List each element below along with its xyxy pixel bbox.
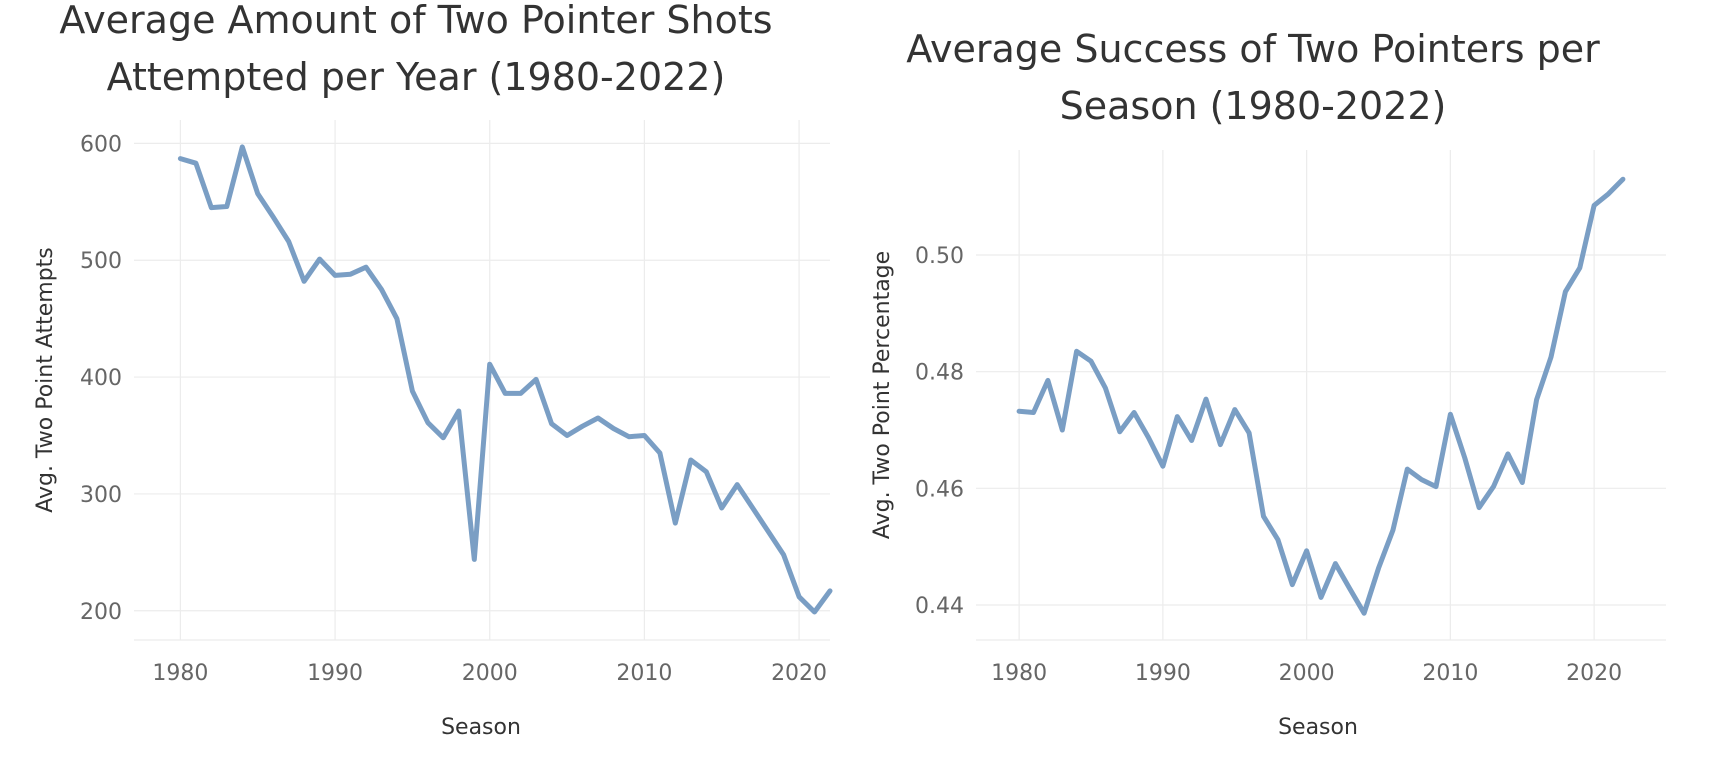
y-axis-label: Avg. Two Point Attempts	[33, 247, 58, 513]
chart-title-line-1: Average Amount of Two Pointer Shots	[59, 0, 772, 42]
chart-percentage: Average Success of Two Pointers per Seas…	[870, 27, 1666, 740]
y-tick-label: 500	[80, 249, 122, 274]
y-tick-label: 400	[80, 366, 122, 391]
x-tick-label: 2020	[1566, 661, 1622, 686]
x-tick-label: 1980	[152, 661, 208, 686]
series-line	[1016, 176, 1626, 616]
y-tick-label: 300	[80, 483, 122, 508]
x-tick-label: 1990	[307, 661, 363, 686]
x-tick-label: 2010	[616, 661, 672, 686]
chart-title-line-1: Average Success of Two Pointers per	[906, 27, 1600, 71]
y-tick-label: 0.44	[915, 594, 964, 619]
plot-area: 1980 1990 2000 2010 2020 200 300 400 500 600	[80, 120, 833, 686]
chart-title-line-2: Season (1980-2022)	[1060, 84, 1447, 128]
x-tick-label: 2000	[1279, 661, 1335, 686]
plot-area: 1980 1990 2000 2010 2020 0.44 0.46 0.48 0.50	[915, 150, 1666, 686]
y-tick-label: 600	[80, 132, 122, 157]
y-tick-label: 0.50	[915, 244, 964, 269]
y-tick-label: 200	[80, 600, 122, 625]
chart-title-line-2: Attempted per Year (1980-2022)	[107, 55, 726, 99]
x-tick-label: 2010	[1422, 661, 1478, 686]
x-tick-label: 1980	[991, 661, 1047, 686]
chart-attempts: Average Amount of Two Pointer Shots Atte…	[33, 0, 833, 740]
x-axis-label: Season	[1278, 715, 1358, 740]
series-line	[177, 144, 833, 615]
x-tick-label: 2020	[771, 661, 827, 686]
y-axis-label: Avg. Two Point Percentage	[870, 251, 895, 539]
y-tick-label: 0.48	[915, 361, 964, 386]
x-tick-label: 2000	[462, 661, 518, 686]
y-tick-label: 0.46	[915, 477, 964, 502]
x-axis-label: Season	[441, 715, 521, 740]
x-tick-label: 1990	[1135, 661, 1191, 686]
